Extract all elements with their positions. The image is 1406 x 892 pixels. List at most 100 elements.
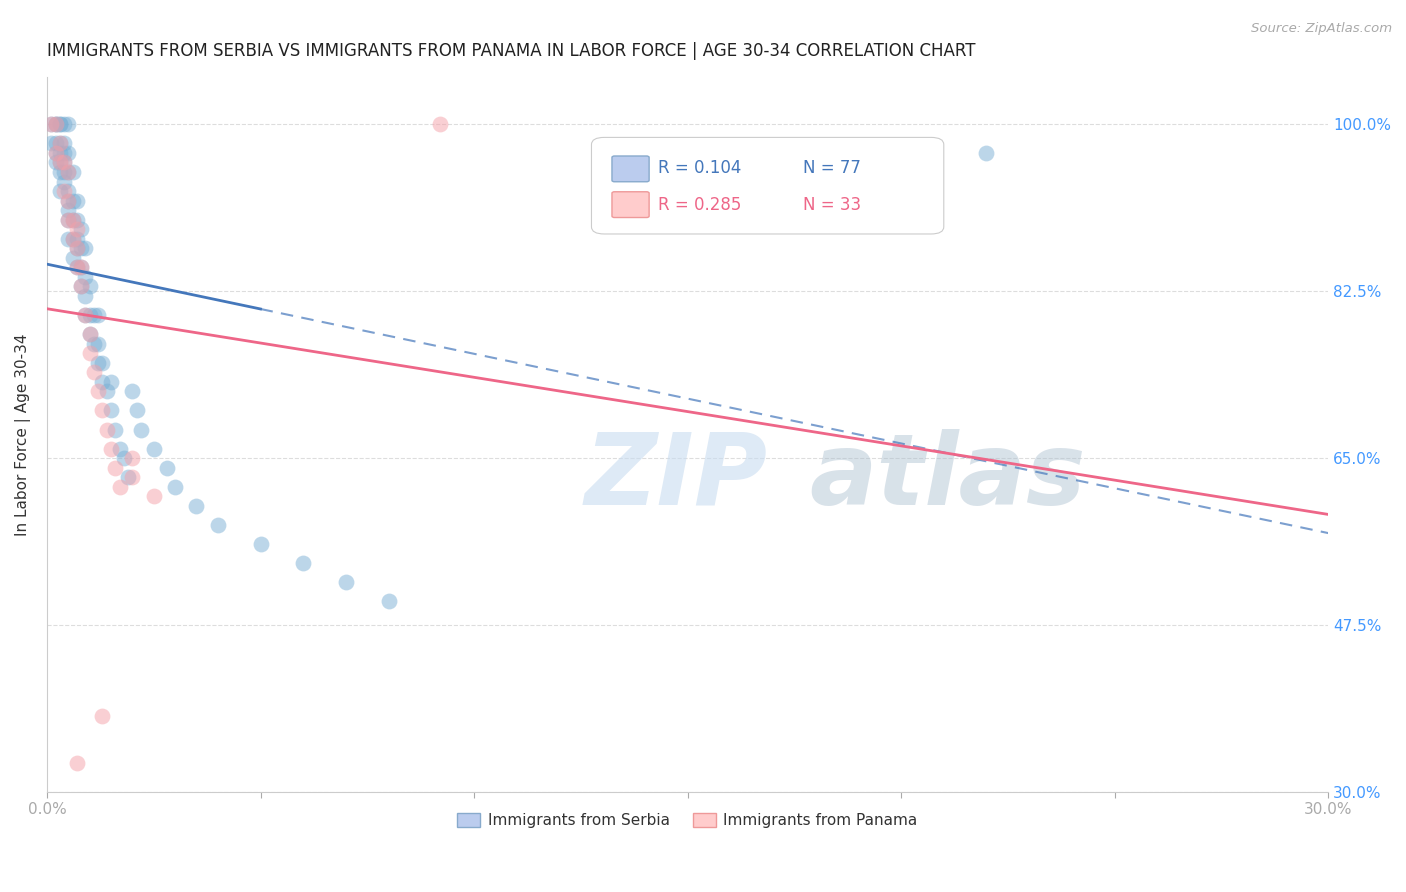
Point — [58, 145, 80, 160]
Point — [53, 117, 76, 131]
Point — [70, 241, 93, 255]
Point — [335, 575, 357, 590]
Point — [62, 194, 84, 208]
Point — [44, 155, 66, 169]
Point — [58, 194, 80, 208]
Point — [75, 308, 97, 322]
Point — [66, 260, 89, 275]
Text: Source: ZipAtlas.com: Source: ZipAtlas.com — [1251, 22, 1392, 36]
Point — [96, 384, 118, 399]
Point — [70, 222, 93, 236]
Point — [377, 594, 399, 608]
Point — [62, 212, 84, 227]
Point — [66, 260, 89, 275]
Y-axis label: In Labor Force | Age 30-34: In Labor Force | Age 30-34 — [15, 333, 31, 535]
Point — [804, 145, 827, 160]
Point — [70, 279, 93, 293]
Point — [96, 423, 118, 437]
Point — [75, 289, 97, 303]
Point — [62, 232, 84, 246]
Point — [125, 403, 148, 417]
Point — [70, 260, 93, 275]
Point — [117, 470, 139, 484]
Point — [121, 384, 143, 399]
Point — [53, 136, 76, 151]
Point — [83, 308, 105, 322]
Point — [75, 269, 97, 284]
Point — [75, 308, 97, 322]
Text: N = 77: N = 77 — [803, 159, 860, 178]
FancyBboxPatch shape — [612, 156, 650, 182]
Point — [83, 365, 105, 379]
Point — [49, 155, 72, 169]
Point — [44, 117, 66, 131]
Point — [91, 356, 114, 370]
Point — [100, 375, 122, 389]
Point — [165, 480, 187, 494]
FancyBboxPatch shape — [612, 192, 650, 218]
Point — [62, 212, 84, 227]
Point — [49, 136, 72, 151]
Point — [53, 155, 76, 169]
Point — [44, 145, 66, 160]
Point — [66, 212, 89, 227]
Point — [83, 336, 105, 351]
Point — [44, 117, 66, 131]
Text: atlas: atlas — [810, 429, 1085, 525]
Point — [39, 117, 62, 131]
Point — [87, 336, 110, 351]
Point — [79, 327, 101, 342]
Point — [100, 403, 122, 417]
Point — [58, 203, 80, 218]
Point — [58, 212, 80, 227]
Point — [429, 117, 451, 131]
Point — [79, 327, 101, 342]
Point — [66, 194, 89, 208]
Point — [44, 117, 66, 131]
Point — [121, 451, 143, 466]
Point — [100, 442, 122, 456]
Point — [155, 460, 177, 475]
Point — [91, 708, 114, 723]
Point — [91, 403, 114, 417]
Point — [49, 136, 72, 151]
Point — [142, 442, 165, 456]
Point — [79, 346, 101, 360]
Point — [49, 155, 72, 169]
FancyBboxPatch shape — [592, 137, 943, 234]
Point — [79, 308, 101, 322]
Point — [39, 136, 62, 151]
Point — [91, 375, 114, 389]
Point — [44, 145, 66, 160]
Point — [53, 145, 76, 160]
Text: R = 0.104: R = 0.104 — [658, 159, 741, 178]
Point — [62, 165, 84, 179]
Point — [58, 232, 80, 246]
Point — [53, 174, 76, 188]
Text: R = 0.285: R = 0.285 — [658, 196, 741, 214]
Point — [49, 145, 72, 160]
Point — [207, 517, 229, 532]
Point — [87, 384, 110, 399]
Point — [292, 556, 315, 570]
Point — [976, 145, 998, 160]
Point — [129, 423, 152, 437]
Legend: Immigrants from Serbia, Immigrants from Panama: Immigrants from Serbia, Immigrants from … — [451, 806, 924, 834]
Point — [186, 499, 208, 513]
Point — [44, 136, 66, 151]
Point — [58, 117, 80, 131]
Point — [249, 537, 271, 551]
Point — [121, 470, 143, 484]
Point — [49, 165, 72, 179]
Point — [66, 241, 89, 255]
Point — [58, 212, 80, 227]
Point — [49, 184, 72, 198]
Point — [108, 442, 131, 456]
Point — [66, 222, 89, 236]
Point — [108, 480, 131, 494]
Point — [104, 460, 127, 475]
Point — [49, 117, 72, 131]
Point — [58, 194, 80, 208]
Point — [62, 251, 84, 265]
Point — [49, 117, 72, 131]
